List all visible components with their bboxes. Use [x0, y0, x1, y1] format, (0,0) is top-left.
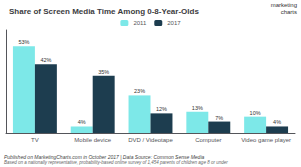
svg-text:4%: 4% [273, 119, 281, 125]
svg-text:23%: 23% [134, 88, 145, 94]
svg-text:4%: 4% [78, 119, 86, 125]
svg-text:7%: 7% [215, 115, 223, 121]
svg-text:10%: 10% [250, 110, 261, 116]
svg-text:53%: 53% [18, 39, 29, 45]
svg-text:Computer: Computer [195, 137, 221, 143]
svg-text:2017: 2017 [167, 20, 181, 26]
svg-text:marketing: marketing [271, 2, 297, 8]
svg-text:42%: 42% [40, 57, 51, 63]
svg-text:35%: 35% [98, 69, 109, 75]
svg-text:Mobile device: Mobile device [74, 137, 111, 143]
svg-text:12%: 12% [156, 106, 167, 112]
svg-text:DVD / Videotape: DVD / Videotape [128, 137, 173, 143]
svg-text:13%: 13% [192, 105, 203, 111]
svg-text:Video game player: Video game player [241, 137, 291, 143]
svg-text:charts: charts [281, 9, 297, 15]
svg-text:Based on a nationally represen: Based on a nationally representative, pr… [4, 160, 228, 165]
svg-text:2011: 2011 [133, 20, 147, 26]
svg-text:Published on MarketingCharts.c: Published on MarketingCharts.com in Octo… [4, 154, 205, 160]
svg-text:TV: TV [31, 137, 39, 143]
svg-text:Share of Screen Media Time Amo: Share of Screen Media Time Among 0-8-Yea… [9, 7, 199, 16]
